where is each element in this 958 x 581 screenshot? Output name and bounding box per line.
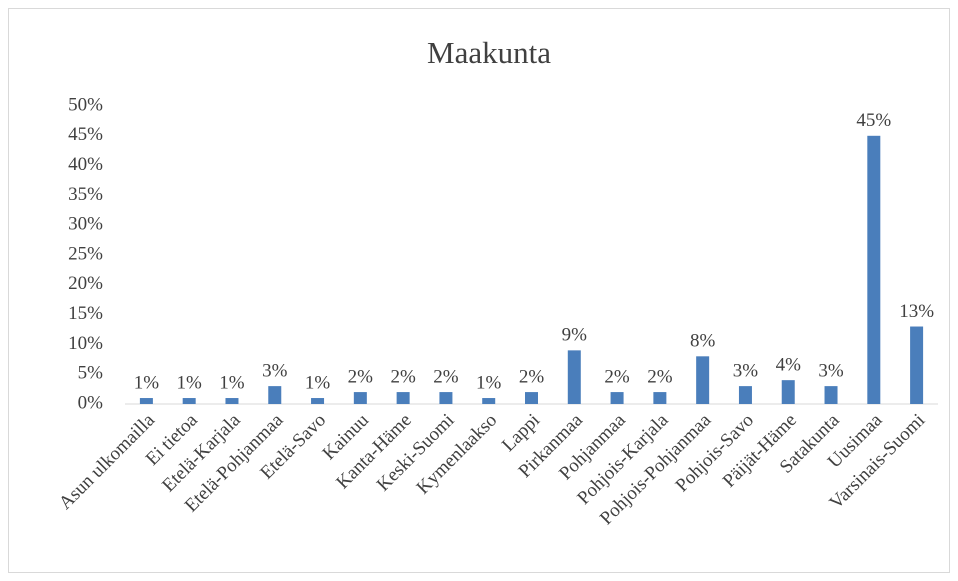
y-tick-label: 45% — [68, 124, 103, 145]
bar — [396, 392, 410, 404]
bar — [696, 356, 710, 404]
bar — [738, 386, 752, 404]
y-tick-label: 15% — [68, 303, 103, 324]
bar — [567, 350, 581, 404]
data-label: 3% — [262, 360, 288, 381]
data-label: 1% — [177, 372, 203, 393]
bar — [225, 398, 239, 404]
data-label: 45% — [856, 110, 891, 131]
chart-title: Maakunta — [427, 35, 551, 70]
data-label: 13% — [899, 301, 934, 322]
y-tick-label: 5% — [78, 363, 104, 384]
bar — [781, 380, 795, 404]
y-tick-label: 35% — [68, 184, 103, 205]
bar — [867, 135, 881, 405]
bar — [482, 398, 496, 404]
y-tick-label: 40% — [68, 154, 103, 175]
y-tick-label: 30% — [68, 214, 103, 235]
bar — [824, 386, 838, 404]
bar — [182, 398, 196, 404]
y-tick-label: 50% — [68, 94, 103, 115]
bar — [910, 326, 924, 404]
y-tick-label: 20% — [68, 273, 103, 294]
bar — [653, 392, 667, 404]
y-tick-label: 25% — [68, 243, 103, 264]
data-label: 1% — [476, 372, 502, 393]
chart-border — [8, 8, 950, 573]
data-label: 2% — [519, 366, 545, 387]
data-label: 9% — [562, 325, 588, 346]
data-label: 2% — [390, 366, 416, 387]
data-label: 1% — [134, 372, 160, 393]
data-label: 2% — [348, 366, 374, 387]
bar — [311, 398, 325, 404]
data-label: 4% — [776, 355, 802, 376]
data-label: 1% — [219, 372, 245, 393]
y-tick-label: 10% — [68, 333, 103, 354]
bar — [525, 392, 538, 404]
bar — [353, 392, 367, 404]
data-label: 1% — [305, 372, 331, 393]
y-tick-label: 0% — [78, 392, 104, 413]
bar — [139, 398, 153, 404]
bar — [268, 386, 282, 404]
bar — [610, 392, 624, 404]
data-label: 8% — [690, 331, 716, 352]
data-label: 3% — [733, 360, 759, 381]
data-label: 2% — [604, 366, 630, 387]
data-label: 3% — [818, 360, 844, 381]
bar — [439, 392, 453, 404]
data-label: 2% — [433, 366, 459, 387]
data-label: 2% — [647, 366, 673, 387]
